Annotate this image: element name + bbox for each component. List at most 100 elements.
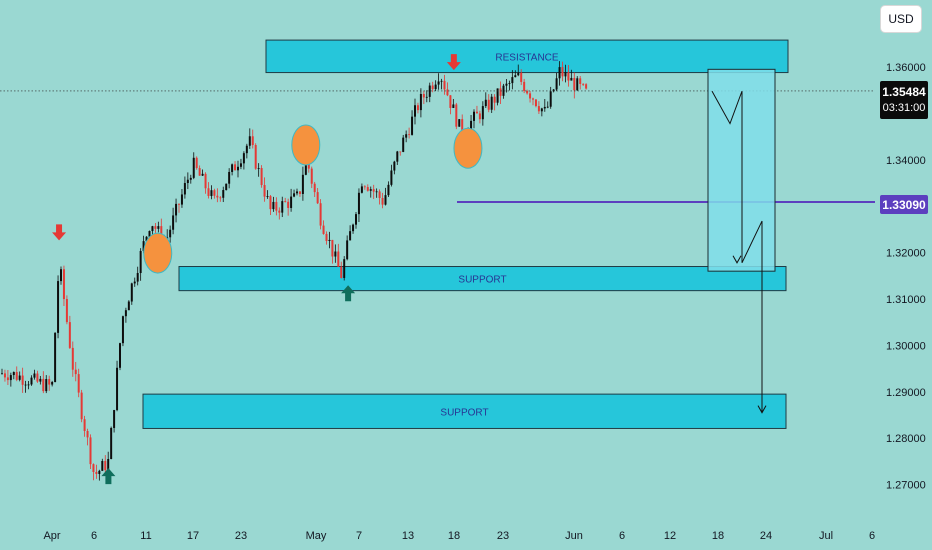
- candle-body: [39, 378, 42, 382]
- candle-body: [198, 168, 201, 176]
- candle-body: [301, 174, 304, 194]
- candle-body: [151, 226, 154, 232]
- candle-body: [136, 273, 139, 282]
- candle-body: [65, 299, 68, 323]
- candle-body: [172, 215, 175, 230]
- candle-body: [313, 183, 316, 193]
- candle-body: [42, 378, 45, 392]
- candle-body: [21, 375, 24, 385]
- candle-body: [180, 194, 183, 205]
- candle-body: [284, 201, 287, 202]
- y-tick-label: 1.36000: [886, 62, 926, 74]
- up-arrow-icon: [101, 468, 116, 485]
- candle-body: [228, 171, 231, 184]
- candle-body: [366, 187, 369, 191]
- candle-body: [18, 375, 21, 380]
- candle-body: [543, 106, 546, 109]
- candle-body: [68, 322, 71, 348]
- candle-body: [520, 72, 523, 82]
- candle-body: [576, 78, 579, 91]
- candle-body: [570, 77, 573, 81]
- candle-body: [414, 105, 416, 117]
- candle-body: [582, 83, 585, 85]
- candle-body: [532, 98, 534, 100]
- candle-body: [48, 379, 51, 385]
- candle-body: [86, 431, 89, 438]
- projection-arrowhead-1: [732, 255, 742, 264]
- candle-body: [216, 195, 219, 198]
- candle-body: [461, 119, 464, 136]
- candle-body: [325, 233, 328, 241]
- candle-body: [328, 239, 331, 241]
- candle-countdown: 03:31:00: [882, 102, 926, 114]
- candle-body: [502, 85, 505, 96]
- candle-body: [523, 81, 526, 92]
- candle-body: [60, 269, 62, 282]
- candle-body: [343, 259, 346, 278]
- candle-body: [452, 104, 455, 108]
- candle-body: [219, 197, 222, 199]
- candle-body: [130, 283, 133, 302]
- candle-body: [399, 151, 402, 153]
- candle-body: [237, 166, 239, 171]
- candle-body: [419, 93, 422, 111]
- candle-body: [107, 458, 110, 471]
- candle-body: [263, 185, 266, 197]
- candle-body: [378, 191, 381, 199]
- candle-body: [493, 96, 496, 103]
- circle-marker: [453, 127, 483, 169]
- candle-body: [145, 236, 148, 242]
- candle-body: [428, 85, 431, 97]
- candle-body: [505, 83, 508, 86]
- candle-body: [133, 281, 136, 284]
- candle-body: [6, 377, 9, 381]
- candle-body: [260, 168, 263, 186]
- candle-body: [71, 347, 74, 370]
- x-tick-label: 6: [619, 530, 625, 542]
- candle-body: [529, 93, 532, 99]
- candle-body: [585, 84, 588, 89]
- candle-body: [446, 89, 449, 96]
- candle-body: [30, 377, 33, 385]
- candle-body: [355, 214, 357, 225]
- candle-body: [27, 384, 30, 386]
- candle-body: [319, 203, 322, 226]
- currency-button[interactable]: USD: [880, 5, 922, 33]
- candle-body: [272, 201, 275, 210]
- candle-body: [293, 193, 296, 197]
- candle-body: [540, 108, 543, 112]
- candle-body: [396, 151, 399, 162]
- candle-body: [245, 145, 248, 154]
- candle-body: [511, 77, 514, 84]
- x-tick-label: 13: [402, 530, 414, 542]
- candle-body: [234, 164, 237, 171]
- candle-body: [573, 77, 576, 91]
- candle-body: [478, 113, 481, 120]
- candle-body: [189, 177, 192, 180]
- candle-body: [375, 191, 378, 193]
- candle-body: [384, 195, 387, 205]
- candle-body: [157, 226, 160, 229]
- resistance-zone: [265, 39, 789, 74]
- candle-body: [254, 145, 257, 169]
- candle-body: [186, 179, 189, 184]
- candle-body: [334, 251, 337, 257]
- candle-body: [257, 168, 260, 169]
- support-zone-upper-label: SUPPORT: [458, 275, 506, 286]
- candle-body: [470, 120, 473, 132]
- candle-body: [222, 190, 225, 198]
- x-tick-label: 12: [664, 530, 676, 542]
- candle-body: [363, 186, 366, 188]
- x-tick-label: 6: [869, 530, 875, 542]
- x-tick-label: 6: [91, 530, 97, 542]
- candle-body: [127, 301, 130, 311]
- candle-body: [183, 183, 186, 195]
- candle-body: [45, 379, 48, 392]
- up-arrow-icon: [341, 285, 356, 302]
- x-tick-label: Apr: [43, 530, 60, 542]
- candle-body: [352, 224, 355, 232]
- candle-body: [579, 78, 582, 84]
- candle-body: [552, 89, 555, 92]
- candle-body: [242, 153, 245, 164]
